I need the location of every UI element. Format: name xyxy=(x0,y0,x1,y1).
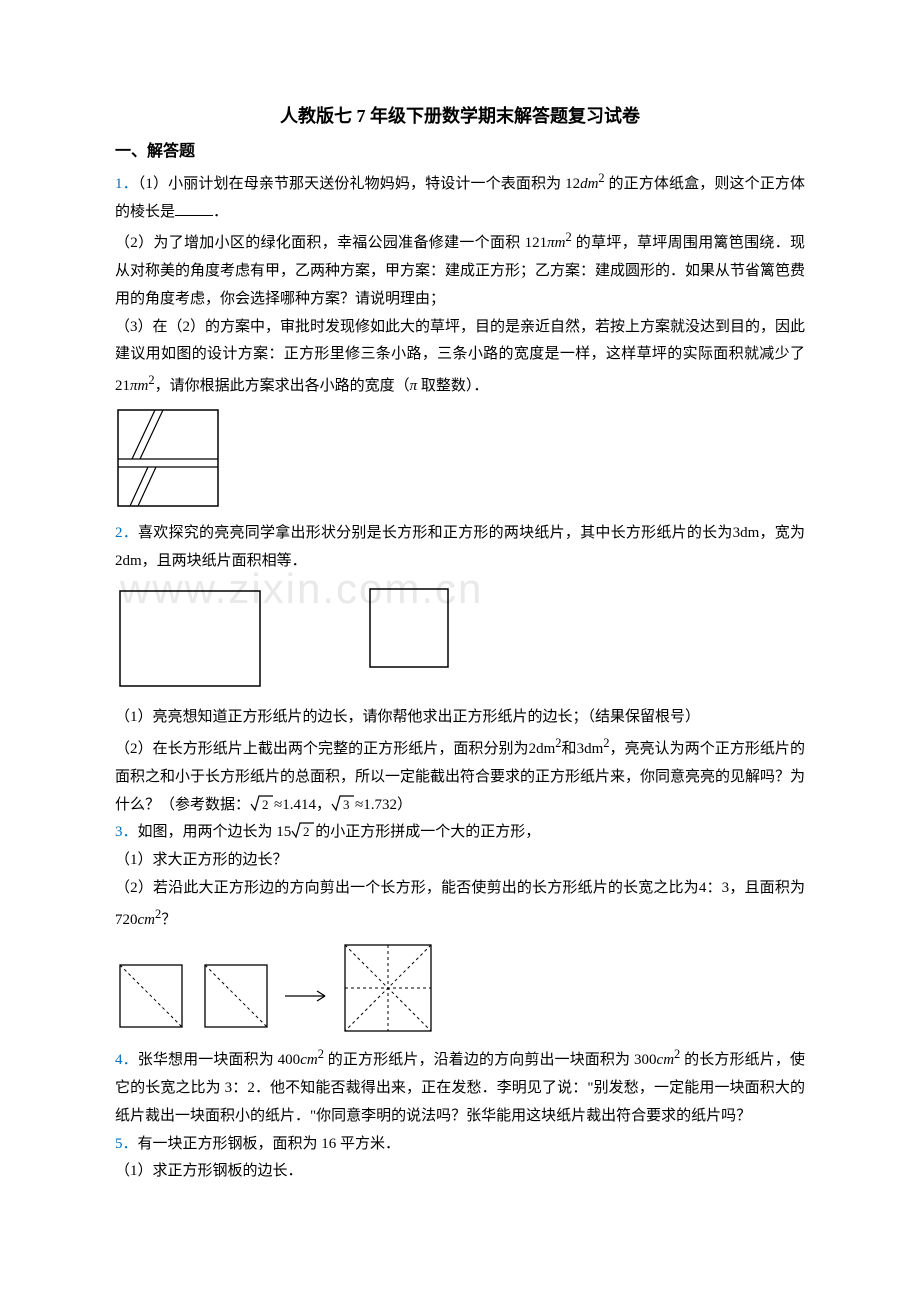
q3-p1: 3．如图，用两个边长为 152的小正方形拼成一个大的正方形， xyxy=(115,819,805,847)
q1-figure xyxy=(115,407,805,512)
svg-text:3: 3 xyxy=(343,797,350,812)
sqrt-icon: 3 xyxy=(331,794,355,812)
q2-s1: （1）亮亮想知道正方形纸片的边长，请你帮他求出正方形纸片的边长；（结果保留根号） xyxy=(115,704,805,732)
q2-s2: （2）在长方形纸片上截出两个完整的正方形纸片，面积分别为2dm2和3dm2，亮亮… xyxy=(115,732,805,819)
q1-p1: 1．（1）小丽计划在母亲节那天送份礼物妈妈，特设计一个表面积为 12dm2 的正… xyxy=(115,167,805,227)
q3-s2: （2）若沿此大正方形边的方向剪出一个长方形，能否使剪出的长方形纸片的长宽之比为4… xyxy=(115,875,805,935)
svg-text:2: 2 xyxy=(303,824,310,839)
sqrt-icon: 2 xyxy=(250,794,274,812)
section-heading: 一、解答题 xyxy=(115,137,805,167)
q5-s1: （1）求正方形钢板的边长． xyxy=(115,1158,805,1186)
q3-figure xyxy=(115,940,805,1035)
q3-num: 3． xyxy=(115,824,138,840)
svg-text:2: 2 xyxy=(262,797,269,812)
q5-p1: 5．有一块正方形钢板，面积为 16 平方米． xyxy=(115,1131,805,1159)
blank xyxy=(175,201,213,216)
q1-num: 1． xyxy=(115,176,138,192)
q4-num: 4． xyxy=(115,1052,138,1068)
q2-p1: 2．喜欢探究的亮亮同学拿出形状分别是长方形和正方形的两块纸片，其中长方形纸片的长… xyxy=(115,520,805,576)
q5-num: 5． xyxy=(115,1136,138,1152)
q2-figure xyxy=(115,581,805,696)
q2-num: 2． xyxy=(115,525,138,541)
q3-s1: （1）求大正方形的边长？ xyxy=(115,847,805,875)
sqrt-icon: 2 xyxy=(291,821,315,839)
q1-p3: （3）在（2）的方案中，审批时发现修如此大的草坪，目的是亲近自然，若按上方案就没… xyxy=(115,314,805,401)
q1-p2: （2）为了增加小区的绿化面积，幸福公园准备修建一个面积 121πm2 的草坪，草… xyxy=(115,226,805,313)
page-title: 人教版七 7 年级下册数学期末解答题复习试卷 xyxy=(115,100,805,133)
q4-p1: 4．张华想用一块面积为 400cm2 的正方形纸片，沿着边的方向剪出一块面积为 … xyxy=(115,1043,805,1130)
